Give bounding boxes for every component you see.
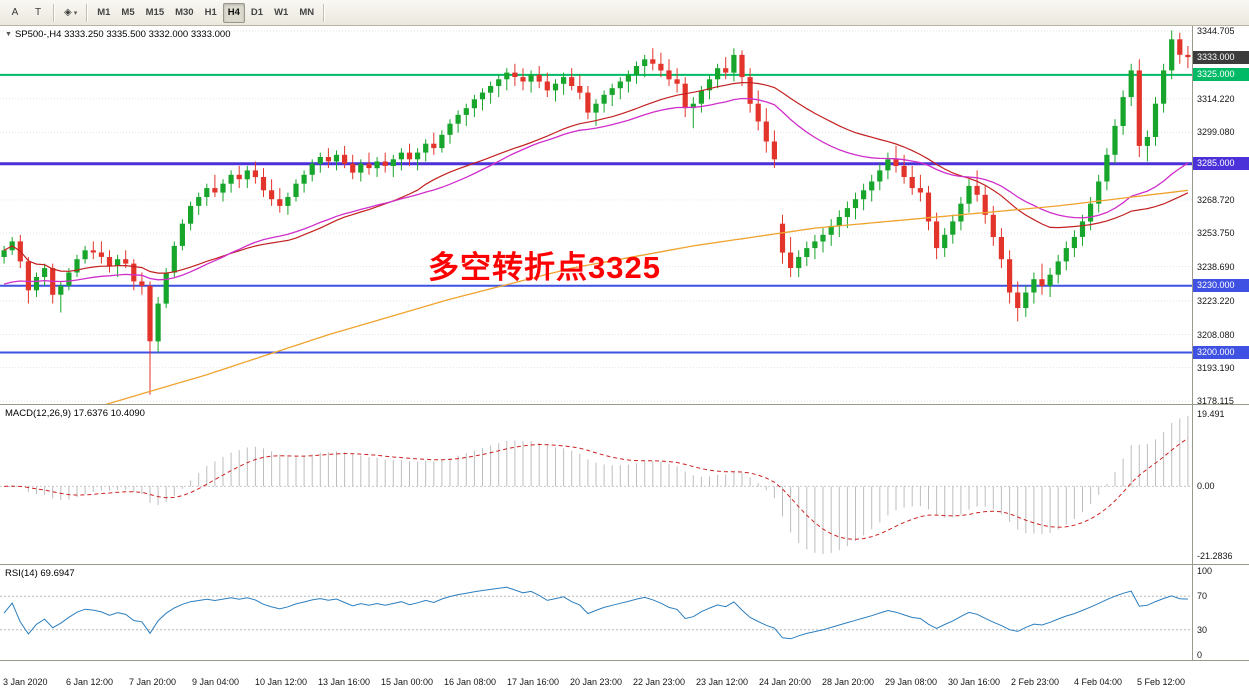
collapse-triangle-icon[interactable]: ▼ (5, 31, 12, 38)
time-axis-label: 15 Jan 00:00 (381, 677, 434, 687)
time-axis-label: 16 Jan 08:00 (444, 677, 497, 687)
price-axis-label: 3238.690 (1197, 261, 1235, 272)
price-axis[interactable]: 3344.705 3314.220 3299.080 3268.720 3253.750… (1192, 26, 1249, 404)
rsi-axis-label: 70 (1197, 591, 1208, 602)
time-axis-label: 17 Jan 16:00 (507, 677, 560, 687)
price-gridlines (0, 30, 1192, 402)
price-axis-label: 3268.720 (1197, 194, 1235, 205)
price-tag-3285.000[interactable]: 3285.000 (1193, 157, 1249, 171)
time-axis-label: 23 Jan 12:00 (696, 677, 749, 687)
rsi-axis[interactable]: 100 70 30 0 (1192, 565, 1249, 660)
toolbar-separator (53, 3, 55, 22)
macd-name: MACD(12,26,9) (5, 408, 71, 419)
time-axis-label: 4 Feb 04:00 (1074, 677, 1123, 687)
rsi-axis-label: 100 (1197, 566, 1213, 576)
time-axis-label: 7 Jan 20:00 (129, 677, 177, 687)
toolbar-button-style-tool[interactable]: ◈ ▾ (59, 3, 82, 23)
price-axis-label: 3208.080 (1197, 329, 1235, 340)
time-axis-label: 20 Jan 23:00 (570, 677, 623, 687)
macd-canvas[interactable] (0, 405, 1192, 564)
time-axis-label: 9 Jan 04:00 (192, 677, 240, 687)
main-chart-pane: ▼ SP500-,H4 3333.250 3335.500 3332.000 33… (0, 26, 1249, 404)
price-tag-3200.000[interactable]: 3200.000 (1193, 346, 1249, 359)
macd-axis-label: 0.00 (1197, 481, 1215, 492)
price-axis-label: 3223.220 (1197, 295, 1235, 306)
macd-pane: MACD(12,26,9) 17.6376 10.4090 19.491 0.00… (0, 404, 1249, 564)
toolbar-separator (86, 3, 89, 22)
main-chart-canvas[interactable] (0, 26, 1192, 404)
chart-text-annotation[interactable]: 多空转折点3325 (428, 250, 661, 285)
time-axis-label: 5 Feb 12:00 (1137, 677, 1186, 687)
macd-axis-label: 19.491 (1197, 409, 1225, 419)
macd-axis-label: -21.2836 (1197, 551, 1233, 561)
chevron-down-icon: ▾ (73, 9, 78, 17)
ma-line-slow-orange[interactable] (4, 189, 1188, 404)
price-axis-label: 3178.115 (1197, 396, 1234, 404)
time-axis-label: 10 Jan 12:00 (255, 677, 308, 687)
price-axis-label: 3193.190 (1197, 362, 1235, 373)
rsi-line[interactable] (3, 586, 1188, 640)
time-axis-label: 24 Jan 20:00 (759, 677, 812, 687)
time-axis-label: 6 Jan 12:00 (66, 677, 114, 687)
price-axis-label: 3314.220 (1197, 93, 1235, 104)
time-axis-label: 30 Jan 16:00 (948, 677, 1001, 687)
timeframe-button-mn[interactable]: MN (294, 3, 319, 23)
price-axis-label: 3253.750 (1197, 228, 1235, 239)
ma-line-mid-magenta[interactable] (3, 97, 1189, 285)
macd-histogram (11, 416, 1189, 554)
rsi-pane: RSI(14) 69.6947 100 70 30 0 (0, 564, 1249, 660)
macd-axis[interactable]: 19.491 0.00 -21.2836 (1192, 405, 1249, 564)
candlestick-series (1, 30, 1191, 395)
toolbar-separator (323, 3, 326, 22)
price-tag-3230.000[interactable]: 3230.000 (1193, 279, 1249, 293)
rsi-axis-label: 30 (1197, 624, 1208, 635)
rsi-name: RSI(14) (5, 568, 38, 579)
chart-symbol-period: SP500-,H4 (14, 29, 62, 40)
ma-line-fast-red[interactable] (3, 81, 1189, 274)
time-axis-label: 13 Jan 16:00 (318, 677, 371, 687)
toolbar-button-font-tool[interactable]: A (4, 3, 26, 23)
chart-ohlc-values: 3333.250 3335.500 3332.000 3333.000 (64, 29, 231, 40)
toolbar: A T ◈ ▾ M1 M5 M15 M30 H1 H4 D1 W1 MN (0, 0, 1249, 26)
time-axis-label: 3 Jan 2020 (3, 677, 48, 687)
timeframe-button-w1[interactable]: W1 (269, 3, 293, 23)
macd-values: 17.6376 10.4090 (73, 408, 145, 419)
macd-signal-line[interactable] (4, 437, 1189, 540)
time-axis-label: 2 Feb 23:00 (1011, 677, 1060, 687)
rsi-canvas[interactable] (0, 565, 1192, 660)
rsi-value: 69.6947 (40, 568, 75, 579)
timeframe-button-h1[interactable]: H1 (200, 3, 222, 23)
timeframe-button-m1[interactable]: M1 (92, 3, 115, 23)
time-axis[interactable]: 3 Jan 2020 6 Jan 12:00 7 Jan 20:00 9 Jan 04… (0, 660, 1249, 697)
toolbar-button-text-tool[interactable]: T (27, 3, 49, 23)
price-axis-label: 3299.080 (1197, 127, 1235, 138)
timeframe-button-m30[interactable]: M30 (170, 3, 198, 23)
rsi-axis-label: 0 (1197, 650, 1203, 660)
time-axis-label: 22 Jan 23:00 (633, 677, 686, 687)
rsi-label: RSI(14) 69.6947 (5, 568, 75, 579)
timeframe-button-m5[interactable]: M5 (116, 3, 139, 23)
price-axis-label: 3344.705 (1197, 26, 1235, 37)
chart-area: ▼ SP500-,H4 3333.250 3335.500 3332.000 33… (0, 26, 1249, 697)
time-axis-label: 28 Jan 20:00 (822, 677, 875, 687)
price-tag-3325.000[interactable]: 3325.000 (1193, 68, 1249, 82)
price-tag-3333.000: 3333.000 (1193, 50, 1249, 64)
timeframe-button-d1[interactable]: D1 (246, 3, 268, 23)
chart-title: ▼ SP500-,H4 3333.250 3335.500 3332.000 33… (5, 29, 230, 40)
timeframe-button-m15[interactable]: M15 (141, 3, 169, 23)
macd-label: MACD(12,26,9) 17.6376 10.4090 (5, 408, 145, 419)
timeframe-button-h4[interactable]: H4 (222, 2, 245, 23)
time-axis-label: 29 Jan 08:00 (885, 677, 938, 687)
